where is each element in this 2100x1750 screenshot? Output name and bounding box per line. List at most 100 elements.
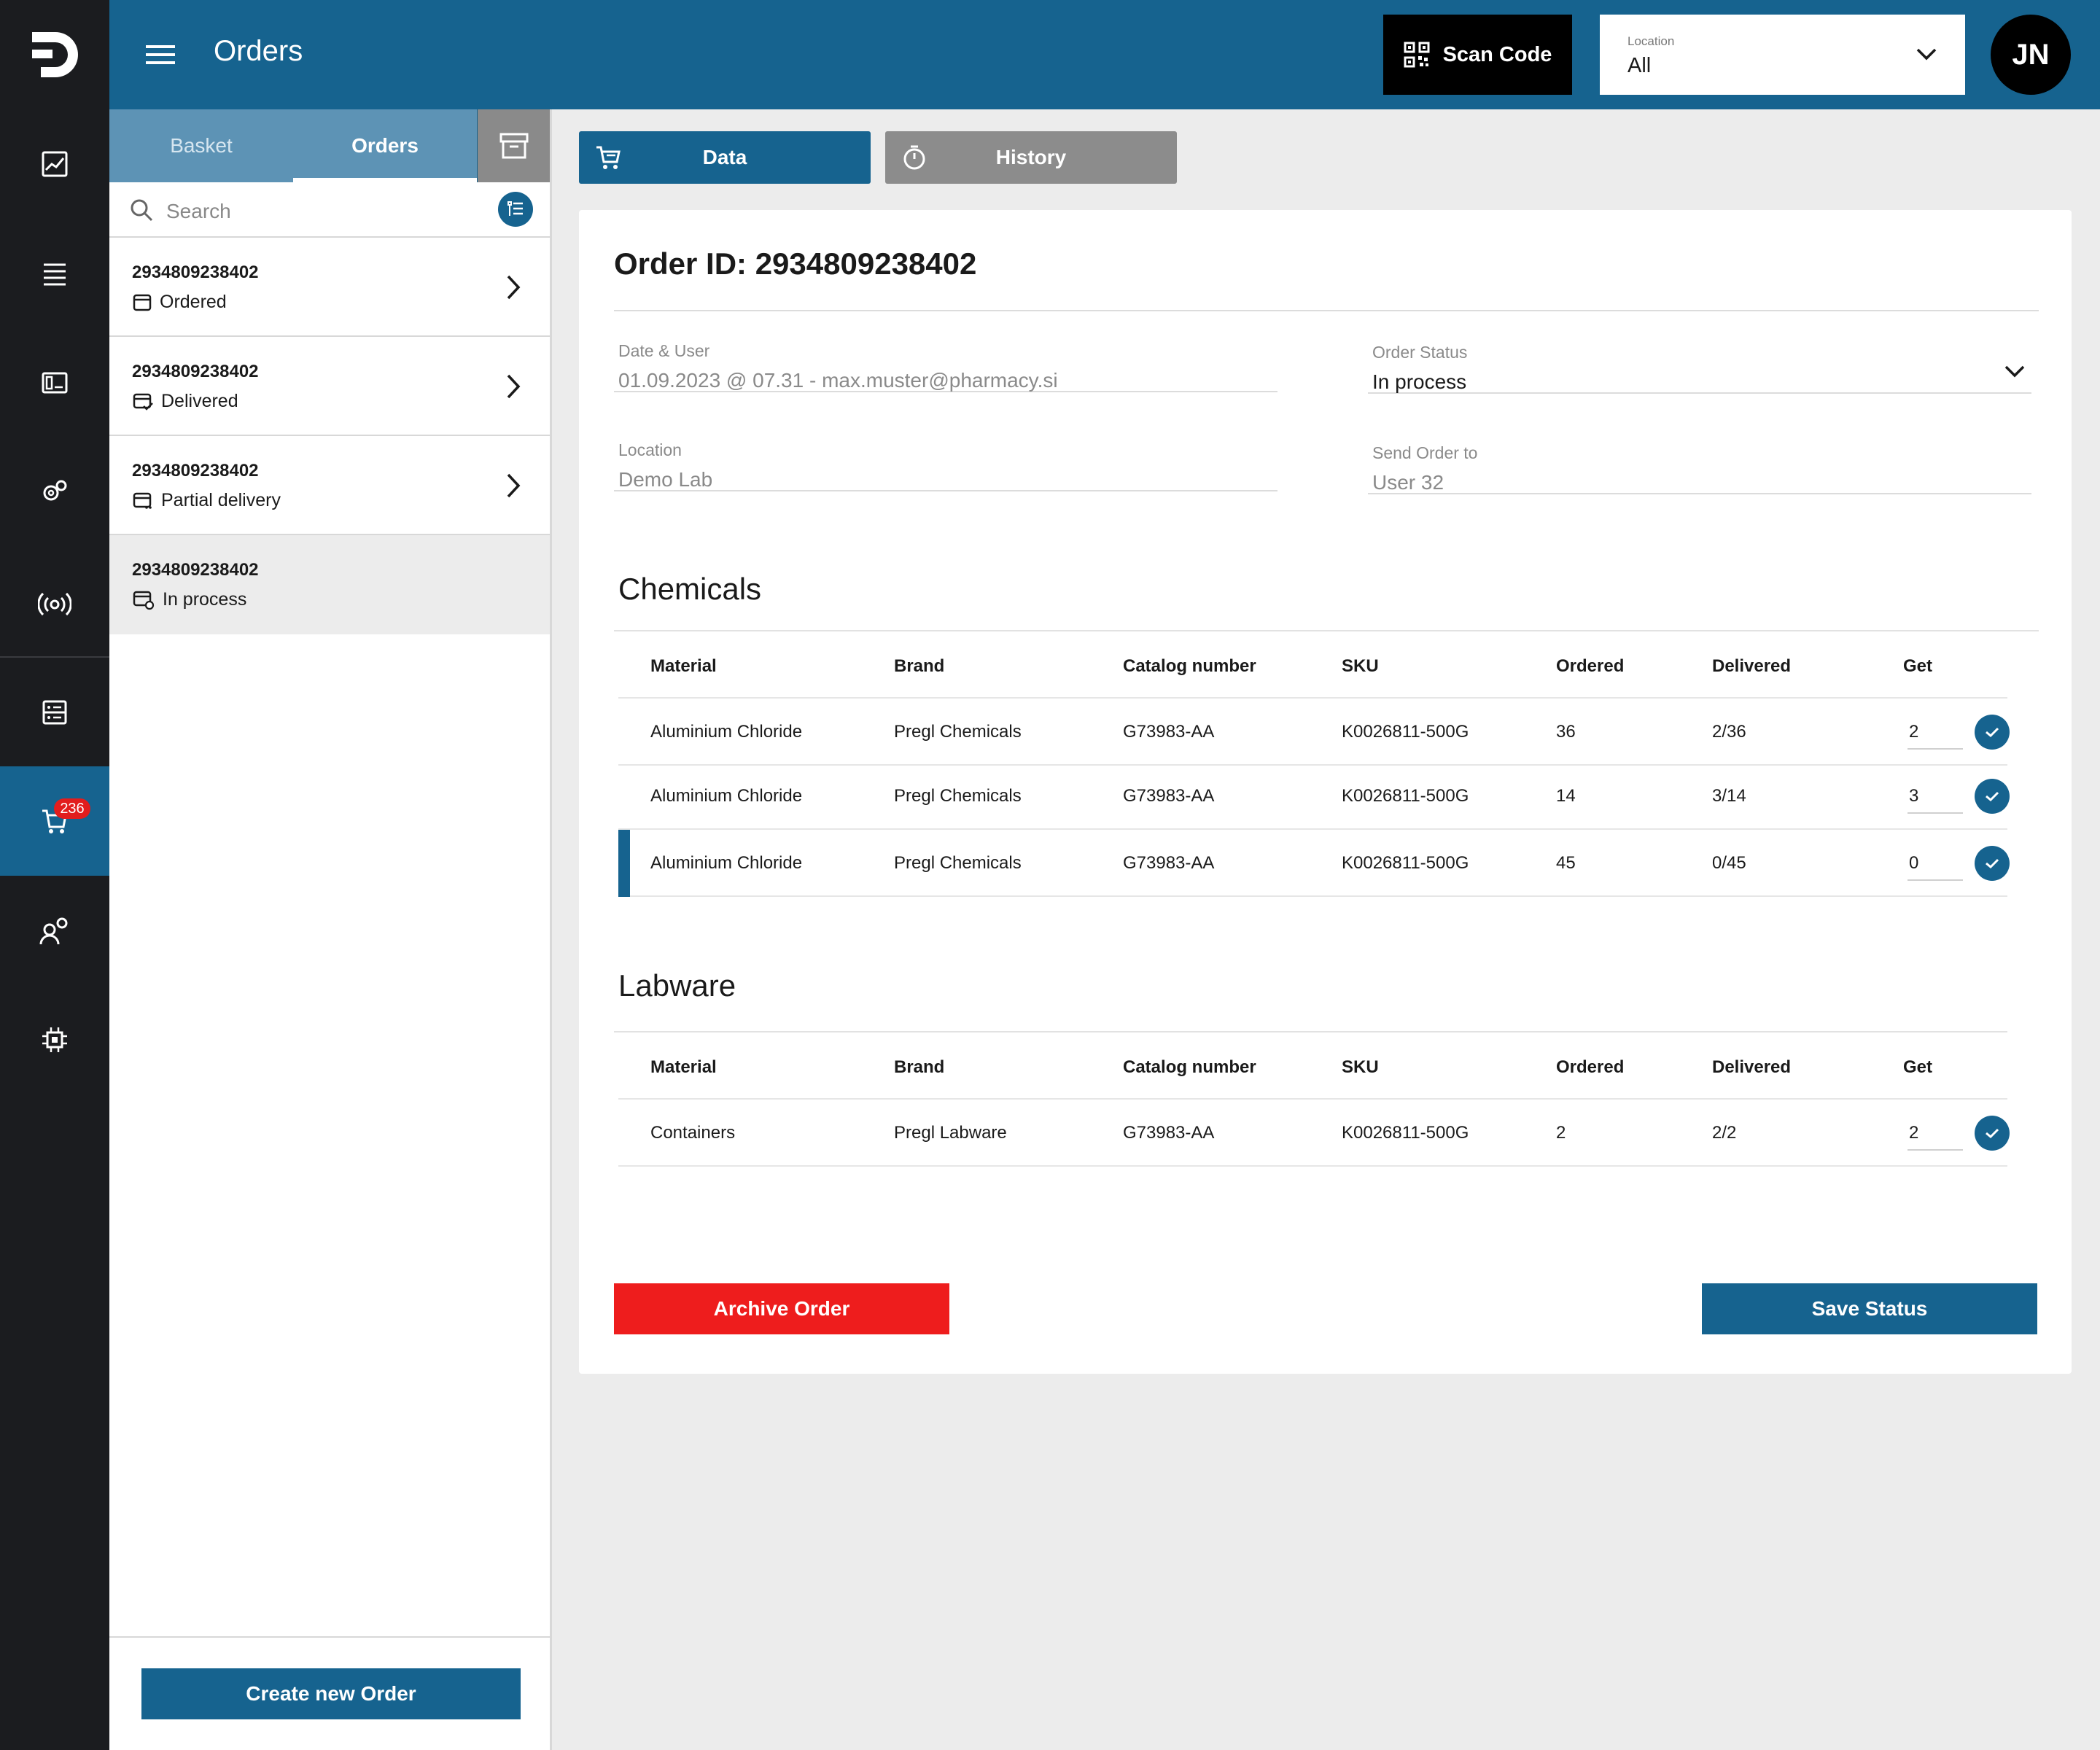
tab-data[interactable]: Data: [579, 131, 871, 184]
col-material: Material: [650, 1057, 717, 1077]
cell-ordered: 14: [1556, 786, 1576, 806]
check-icon: [1986, 1128, 1999, 1139]
scan-code-label: Scan Code: [1442, 42, 1552, 66]
divider: [614, 310, 2039, 311]
order-status-label: Partial delivery: [161, 490, 281, 510]
search-input[interactable]: Search: [166, 200, 231, 222]
order-list-item-selected[interactable]: 2934809238402 In process: [109, 535, 550, 634]
chart-icon: [42, 151, 68, 177]
location-select-value: All: [1628, 54, 1652, 77]
confirm-button[interactable]: [1975, 715, 2010, 750]
check-icon: [1986, 727, 1999, 738]
user-avatar[interactable]: JN: [1991, 15, 2071, 95]
chevron-right-icon: [507, 473, 521, 498]
rail-divider: [0, 656, 109, 658]
menu-button[interactable]: [144, 40, 176, 69]
order-list-item[interactable]: 2934809238402 Partial delivery: [109, 436, 550, 535]
cell-delivered: 3/14: [1712, 786, 1746, 806]
send-to-value: User 32: [1372, 471, 1444, 494]
order-status-label: Delivered: [161, 391, 238, 411]
tab-orders[interactable]: Orders: [293, 109, 477, 182]
search-bar[interactable]: Search: [109, 182, 550, 238]
nav-orders[interactable]: 236: [0, 766, 109, 876]
save-status-button[interactable]: Save Status: [1702, 1283, 2037, 1334]
chevron-right-icon: [507, 275, 521, 300]
cell-catalog: G73983-AA: [1123, 853, 1215, 873]
table-row: Aluminium Chloride Pregl Chemicals G7398…: [618, 763, 2010, 830]
order-list-item[interactable]: 2934809238402 Ordered: [109, 238, 550, 337]
cart-badge: 236: [54, 798, 90, 819]
nav-devices[interactable]: [0, 985, 109, 1094]
order-list-item[interactable]: 2934809238402 Delivered: [109, 337, 550, 436]
get-quantity-input[interactable]: 2: [1908, 712, 1963, 750]
confirm-button[interactable]: [1975, 846, 2010, 881]
order-status-select[interactable]: Order Status In process: [1368, 321, 2031, 394]
tab-history-label: History: [995, 146, 1067, 168]
order-in-process-icon: [133, 591, 155, 610]
cell-catalog: G73983-AA: [1123, 786, 1215, 806]
tab-history[interactable]: History: [885, 131, 1177, 184]
nav-inventory[interactable]: [0, 328, 109, 438]
nav-documents[interactable]: [0, 658, 109, 767]
confirm-button[interactable]: [1975, 1116, 2010, 1151]
cell-ordered: 45: [1556, 853, 1576, 873]
user-settings-icon: [39, 917, 68, 945]
location-value: Demo Lab: [618, 468, 713, 491]
cell-delivered: 0/45: [1712, 853, 1746, 873]
cell-ordered: 36: [1556, 722, 1576, 742]
section-title-chemicals: Chemicals: [618, 572, 762, 606]
scan-code-button[interactable]: Scan Code: [1383, 15, 1572, 95]
order-status: In process: [132, 589, 246, 610]
col-ordered: Ordered: [1556, 1057, 1625, 1077]
list-tabs: Basket Orders: [109, 109, 550, 182]
get-quantity-input[interactable]: 3: [1908, 776, 1963, 814]
nav-sensors[interactable]: [0, 547, 109, 656]
nav-settings[interactable]: [0, 438, 109, 547]
chevron-down-icon: [1916, 48, 1937, 61]
filter-button[interactable]: [498, 192, 533, 227]
order-delivered-icon: [133, 393, 153, 411]
order-status-label: Ordered: [160, 292, 227, 312]
cell-sku: K0026811-500G: [1342, 853, 1469, 873]
order-status: Partial delivery: [132, 490, 281, 511]
tab-data-label: Data: [702, 146, 747, 168]
get-quantity-input[interactable]: 2: [1908, 1113, 1963, 1151]
cell-sku: K0026811-500G: [1342, 722, 1469, 742]
col-material: Material: [650, 656, 717, 676]
hamburger-icon: [146, 45, 175, 64]
order-status-label: Order Status: [1372, 343, 1468, 362]
divider: [614, 630, 2039, 631]
archive-order-button[interactable]: Archive Order: [614, 1283, 949, 1334]
search-icon: [131, 199, 153, 222]
table-header: Material Brand Catalog number SKU Ordere…: [618, 1032, 2007, 1100]
archive-tab-button[interactable]: [478, 109, 550, 182]
confirm-button[interactable]: [1975, 779, 2010, 814]
table-row: Aluminium Chloride Pregl Chemicals G7398…: [618, 699, 2010, 766]
create-order-footer: Create new Order: [109, 1636, 550, 1750]
document-icon: [42, 700, 67, 725]
app-logo[interactable]: [0, 0, 109, 109]
location-select[interactable]: Location All: [1600, 15, 1965, 95]
nav-list[interactable]: [0, 219, 109, 328]
tab-basket[interactable]: Basket: [109, 109, 293, 182]
nav-users[interactable]: [0, 876, 109, 985]
page-title: Orders: [214, 35, 303, 67]
nav-analytics[interactable]: [0, 109, 109, 219]
table-header: Material Brand Catalog number SKU Ordere…: [618, 631, 2007, 699]
order-status: Ordered: [132, 292, 227, 313]
filter-list-icon: [508, 201, 523, 216]
col-delivered: Delivered: [1712, 1057, 1792, 1077]
get-quantity-input[interactable]: 0: [1908, 843, 1963, 881]
app-rail: 236: [0, 0, 109, 1750]
location-field: Location Demo Lab: [614, 419, 1278, 491]
col-sku: SKU: [1342, 656, 1379, 676]
col-get: Get: [1903, 656, 1933, 676]
list-icon: [44, 263, 66, 286]
create-order-button[interactable]: Create new Order: [141, 1668, 521, 1719]
col-brand: Brand: [894, 1057, 945, 1077]
cell-brand: Pregl Chemicals: [894, 786, 1022, 806]
table-row-selected: Aluminium Chloride Pregl Chemicals G7398…: [618, 830, 2010, 897]
send-to-field: Send Order to User 32: [1368, 421, 2031, 494]
col-brand: Brand: [894, 656, 945, 676]
cell-sku: K0026811-500G: [1342, 1123, 1469, 1143]
